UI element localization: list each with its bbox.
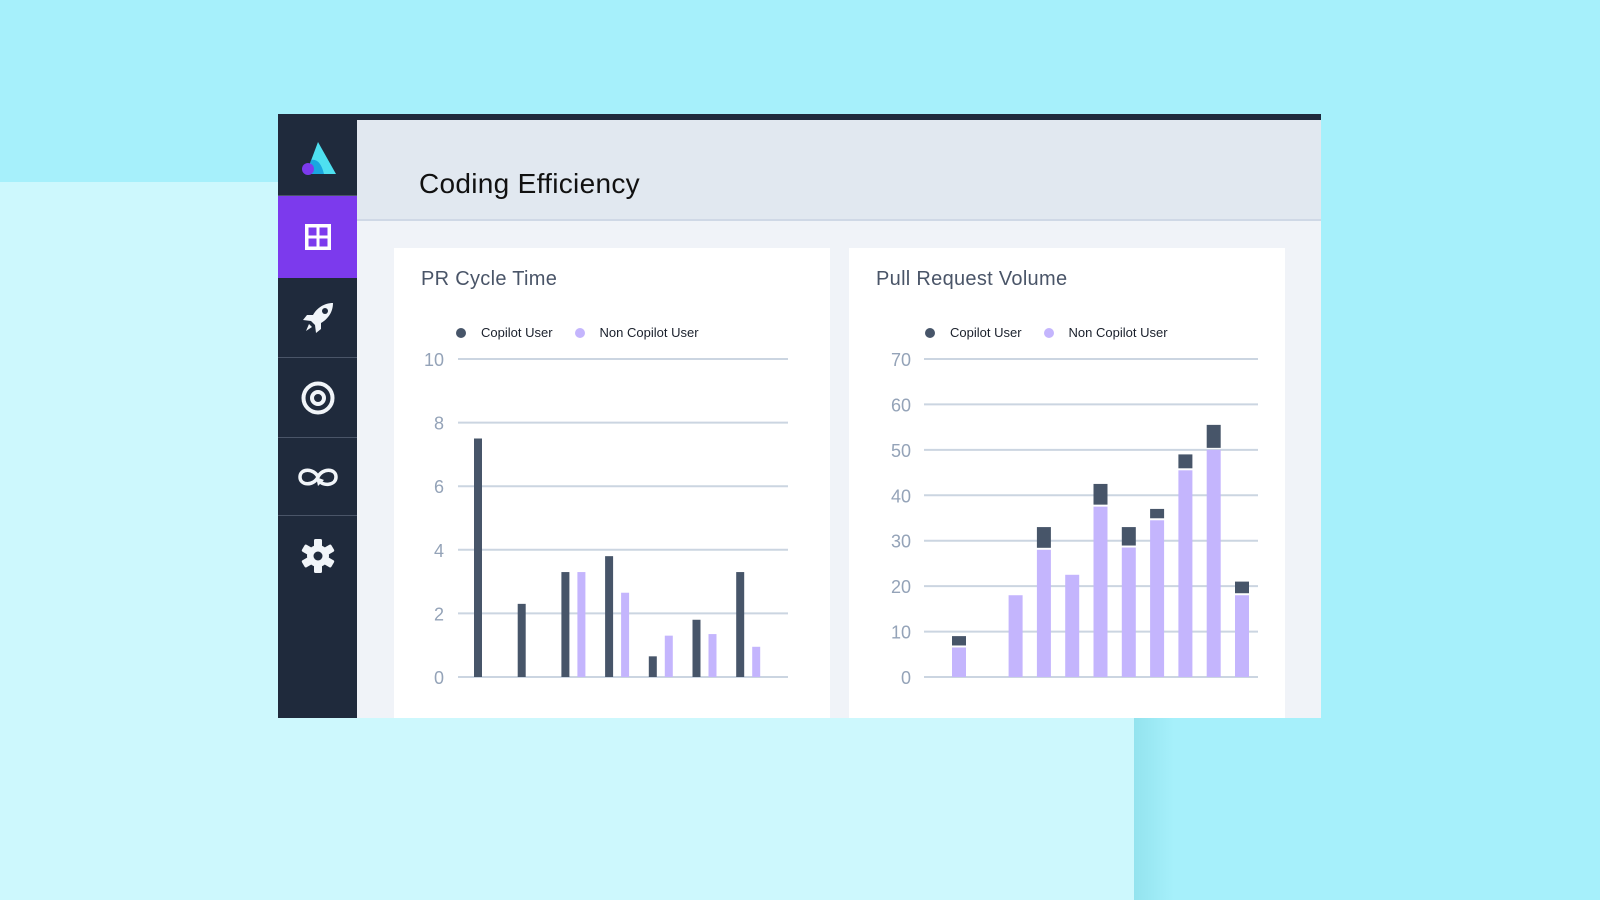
dashboard-grid-icon: [304, 224, 331, 250]
bar-non-copilot: [1206, 449, 1221, 677]
rocket-icon: [302, 302, 333, 333]
bar-copilot: [1178, 454, 1193, 469]
y-tick-label: 10: [891, 623, 911, 643]
logo-icon: [301, 141, 336, 175]
pr-cycle-time-card: 0 2 4 6 8 10 PR Cycle Time Copilot User Non C…: [394, 248, 830, 718]
legend-dot-non-copilot: [574, 327, 585, 338]
bar-non-copilot: [621, 592, 630, 677]
sidebar-item-cycles[interactable]: [278, 438, 357, 516]
sidebar-item-goals[interactable]: [278, 358, 357, 438]
chart-legend: Copilot User Non Copilot User: [456, 325, 721, 340]
y-tick-label: 70: [891, 350, 911, 370]
app-window: Coding Efficiency 0 2 4 6 8 10 PR Cycle Time …: [278, 114, 1321, 718]
bar-copilot: [1235, 581, 1249, 594]
legend-dot-copilot: [925, 327, 935, 338]
y-tick-label: 50: [891, 441, 911, 461]
y-tick-label: 0: [434, 668, 444, 688]
bar-copilot: [561, 572, 570, 677]
bar-copilot: [474, 438, 482, 677]
bar-copilot: [517, 603, 526, 677]
bar-copilot: [1093, 483, 1108, 505]
bar-non-copilot: [752, 646, 761, 677]
y-tick-label: 30: [891, 532, 911, 552]
card-title: Pull Request Volume: [876, 268, 1068, 290]
bar-non-copilot: [577, 572, 586, 677]
sidebar: [278, 120, 357, 718]
bar-copilot: [648, 656, 657, 677]
bar-non-copilot: [1178, 470, 1193, 677]
target-icon: [301, 381, 334, 414]
bar-copilot: [605, 556, 614, 677]
bar-non-copilot: [1093, 506, 1108, 677]
bar-copilot: [1150, 508, 1165, 519]
sidebar-item-settings[interactable]: [278, 516, 357, 596]
bar-copilot: [1036, 527, 1051, 548]
page-header: Coding Efficiency: [357, 120, 1321, 221]
bar-non-copilot: [664, 635, 673, 677]
bar-copilot: [1206, 424, 1221, 448]
logo[interactable]: [278, 120, 357, 196]
legend-dot-non-copilot: [1043, 327, 1054, 338]
sidebar-item-dashboard[interactable]: [278, 196, 357, 278]
bar-copilot: [692, 619, 701, 677]
y-tick-label: 2: [434, 604, 444, 624]
pull-request-volume-chart: 0 10 20 30 40 50 60 70: [891, 350, 1258, 688]
chart-legend: Copilot User Non Copilot User: [925, 325, 1190, 340]
pull-request-volume-card: 0 10 20 30 40 50 60 70 Pull Request Volume Copi…: [849, 248, 1285, 718]
bar-non-copilot: [1121, 547, 1136, 677]
y-tick-label: 60: [891, 395, 911, 415]
legend-label-copilot: Copilot User: [481, 325, 553, 340]
y-tick-label: 8: [434, 414, 444, 434]
legend-label-copilot: Copilot User: [950, 325, 1022, 340]
legend-label-non-copilot: Non Copilot User: [599, 325, 699, 340]
y-tick-label: 4: [434, 541, 444, 561]
bar-non-copilot: [1008, 595, 1023, 677]
gear-icon: [301, 539, 334, 573]
bar-copilot: [736, 572, 745, 677]
page-title: Coding Efficiency: [419, 168, 640, 199]
card-title: PR Cycle Time: [421, 268, 558, 290]
y-tick-label: 6: [434, 477, 444, 497]
legend-dot-copilot: [456, 327, 466, 338]
y-tick-label: 0: [901, 668, 911, 688]
bar-copilot: [1121, 527, 1136, 546]
bar-non-copilot: [1065, 574, 1080, 677]
bar-non-copilot: [952, 647, 966, 677]
y-tick-label: 20: [891, 577, 911, 597]
bar-copilot: [952, 636, 966, 646]
legend-label-non-copilot: Non Copilot User: [1068, 325, 1168, 340]
bar-non-copilot: [1036, 549, 1051, 677]
sidebar-item-deployments[interactable]: [278, 278, 357, 358]
bar-non-copilot: [708, 634, 717, 677]
loop-icon: [297, 468, 338, 486]
y-tick-label: 10: [424, 350, 444, 370]
pr-cycle-time-chart: 0 2 4 6 8 10: [424, 350, 788, 688]
bar-non-copilot: [1235, 595, 1249, 677]
bar-non-copilot: [1150, 520, 1165, 677]
y-tick-label: 40: [891, 486, 911, 506]
